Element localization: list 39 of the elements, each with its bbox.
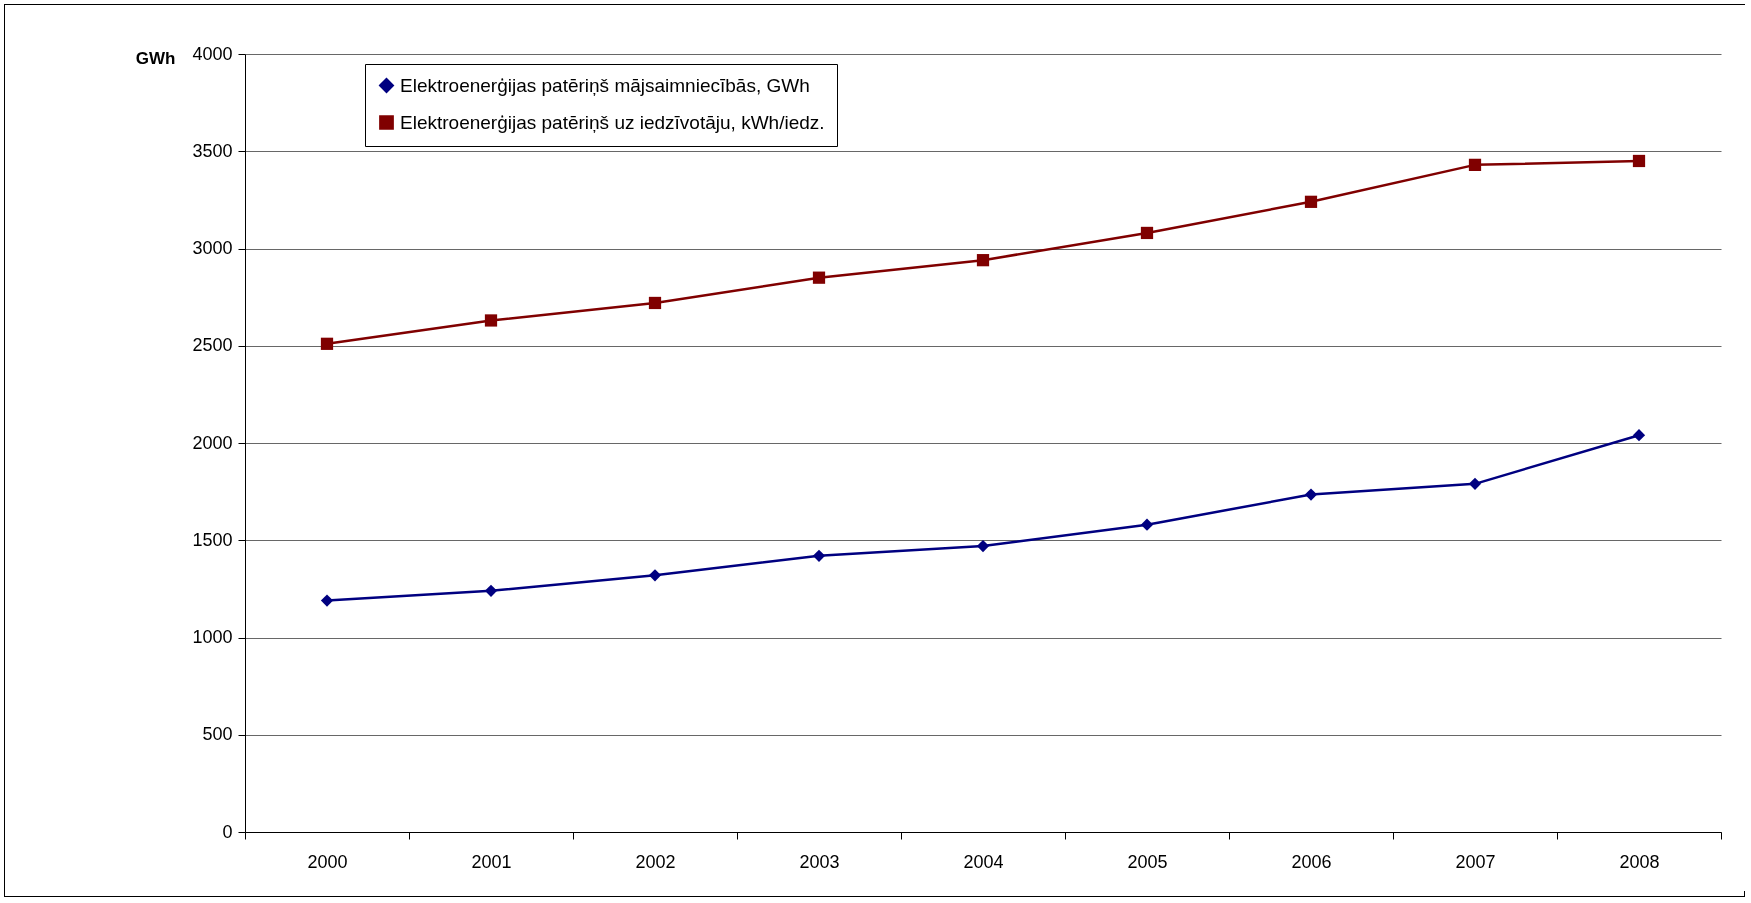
point [320,594,334,607]
x-tick-label: 2002 [635,851,676,872]
x-tick-label: 2004 [963,851,1004,872]
y-tick-label: 3500 [192,140,233,161]
point [484,584,498,597]
y-tick-label: 1500 [192,529,233,550]
legend-label: Elektroenerģijas patēriņš mājsaimniecībās, GWh [400,74,810,96]
x-tick-label: 2005 [1127,851,1168,872]
point [812,271,826,284]
y-tick-label: 2500 [192,335,233,356]
point [1140,518,1154,531]
x-tick-label: 2008 [1619,851,1660,872]
point [1140,226,1154,240]
point [976,254,990,267]
point [812,549,826,562]
point [648,296,662,310]
x-tick-label: 2003 [799,851,840,872]
point [1468,477,1482,490]
point [1632,429,1646,442]
point [1304,195,1318,208]
point [1632,154,1646,168]
point [976,539,990,553]
point [648,569,662,582]
y-tick-label: 0 [222,821,233,842]
legend-label: Elektroenerģijas patēriņš uz iedzīvotāju, kWh/iedz. [400,111,825,133]
point [1468,158,1482,171]
x-tick-label: 2007 [1455,851,1496,872]
x-tick-label: 2006 [1291,851,1332,872]
x-tick-label: 2001 [471,851,512,872]
point [484,314,498,327]
y-tick-label: 4000 [192,43,233,64]
y-axis-title: GWh [135,48,176,68]
y-tick-label: 500 [202,724,233,745]
point [320,337,334,350]
point [1304,488,1318,501]
y-tick-label: 3000 [192,238,233,258]
y-tick-label: 1000 [192,627,233,647]
y-tick-label: 2000 [192,432,233,453]
x-tick-label: 2000 [307,851,348,872]
